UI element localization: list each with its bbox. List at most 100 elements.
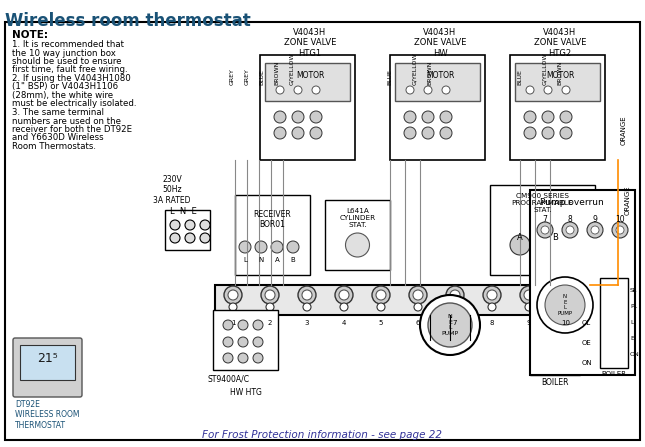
Circle shape (420, 295, 480, 355)
Text: N
E
L
PUMP: N E L PUMP (441, 314, 459, 336)
Bar (490, 185, 595, 275)
Text: A: A (275, 257, 279, 263)
Bar (20, 345, 75, 380)
Circle shape (428, 303, 472, 347)
Circle shape (292, 111, 304, 123)
Circle shape (377, 303, 385, 311)
Text: receiver for both the DT92E: receiver for both the DT92E (12, 125, 132, 134)
Circle shape (562, 222, 578, 238)
Circle shape (170, 233, 180, 243)
Text: L  N  E: L N E (170, 207, 196, 216)
Circle shape (560, 127, 572, 139)
Circle shape (185, 220, 195, 230)
Circle shape (238, 320, 248, 330)
Text: numbers are used on the: numbers are used on the (12, 117, 121, 126)
Text: ORANGE: ORANGE (621, 115, 627, 145)
Circle shape (223, 320, 233, 330)
Text: 9: 9 (593, 215, 597, 224)
Circle shape (292, 127, 304, 139)
Circle shape (274, 111, 286, 123)
Text: BROWN: BROWN (428, 61, 433, 85)
Circle shape (537, 277, 593, 333)
Bar (165, 210, 210, 250)
Circle shape (524, 111, 536, 123)
Circle shape (224, 286, 242, 304)
Text: 10: 10 (562, 320, 570, 326)
Circle shape (541, 226, 549, 234)
Circle shape (424, 86, 432, 94)
Bar (510, 55, 605, 160)
Text: HW HTG: HW HTG (230, 388, 261, 397)
Text: OE: OE (582, 340, 591, 346)
Text: Room Thermostats.: Room Thermostats. (12, 142, 96, 151)
Text: 230V
50Hz
3A RATED: 230V 50Hz 3A RATED (154, 175, 191, 205)
Circle shape (238, 337, 248, 347)
Text: BOILER: BOILER (602, 371, 626, 377)
Text: 6: 6 (416, 320, 421, 326)
Circle shape (302, 290, 312, 300)
Circle shape (542, 111, 554, 123)
Text: 3. The same terminal: 3. The same terminal (12, 108, 104, 117)
Circle shape (524, 290, 534, 300)
Circle shape (298, 286, 316, 304)
Circle shape (185, 233, 195, 243)
Circle shape (451, 303, 459, 311)
Circle shape (303, 303, 311, 311)
FancyBboxPatch shape (13, 338, 82, 397)
Circle shape (414, 303, 422, 311)
Text: Wireless room thermostat: Wireless room thermostat (5, 12, 251, 30)
Text: G/YELLOW: G/YELLOW (413, 52, 417, 85)
Circle shape (255, 241, 267, 253)
Text: MOTOR: MOTOR (426, 71, 454, 80)
Text: BLUE: BLUE (388, 69, 393, 85)
Text: RECEIVER
BOR01: RECEIVER BOR01 (253, 210, 292, 229)
Text: 2: 2 (268, 320, 272, 326)
Circle shape (229, 303, 237, 311)
Circle shape (537, 222, 553, 238)
Circle shape (562, 303, 570, 311)
Circle shape (440, 111, 452, 123)
Text: BROWN: BROWN (275, 61, 279, 85)
Text: 5: 5 (379, 320, 383, 326)
Circle shape (310, 111, 322, 123)
Bar (235, 195, 310, 275)
Circle shape (483, 286, 501, 304)
Bar (215, 285, 605, 315)
Text: 8: 8 (490, 320, 494, 326)
Text: 7: 7 (542, 215, 548, 224)
Text: MOTOR: MOTOR (296, 71, 324, 80)
Text: 21⁵: 21⁵ (37, 351, 57, 364)
Circle shape (223, 337, 233, 347)
Text: BLUE: BLUE (517, 69, 522, 85)
Text: CM900 SERIES
PROGRAMMABLE
STAT.: CM900 SERIES PROGRAMMABLE STAT. (511, 193, 573, 213)
Text: MOTOR: MOTOR (546, 71, 574, 80)
Circle shape (566, 226, 574, 234)
Circle shape (261, 286, 279, 304)
Text: V4043H
ZONE VALVE
HW: V4043H ZONE VALVE HW (414, 28, 466, 58)
Text: E: E (630, 336, 634, 341)
Circle shape (542, 127, 554, 139)
Text: N: N (259, 257, 264, 263)
Text: L641A
CYLINDER
STAT.: L641A CYLINDER STAT. (339, 208, 375, 228)
Circle shape (562, 86, 570, 94)
Circle shape (591, 226, 599, 234)
Circle shape (413, 290, 423, 300)
Circle shape (223, 353, 233, 363)
Text: the 10 way junction box: the 10 way junction box (12, 49, 116, 58)
Bar (260, 55, 355, 160)
Text: 9: 9 (527, 320, 531, 326)
Text: L: L (243, 257, 247, 263)
Circle shape (440, 127, 452, 139)
Circle shape (287, 241, 299, 253)
Text: L: L (630, 320, 633, 325)
Circle shape (294, 86, 302, 94)
Circle shape (520, 286, 538, 304)
Text: 4: 4 (342, 320, 346, 326)
Circle shape (616, 226, 624, 234)
Bar (530, 305, 580, 375)
Bar (390, 55, 485, 160)
Circle shape (544, 86, 552, 94)
Text: G/YELLOW: G/YELLOW (542, 52, 548, 85)
Bar (325, 200, 390, 270)
Circle shape (238, 353, 248, 363)
